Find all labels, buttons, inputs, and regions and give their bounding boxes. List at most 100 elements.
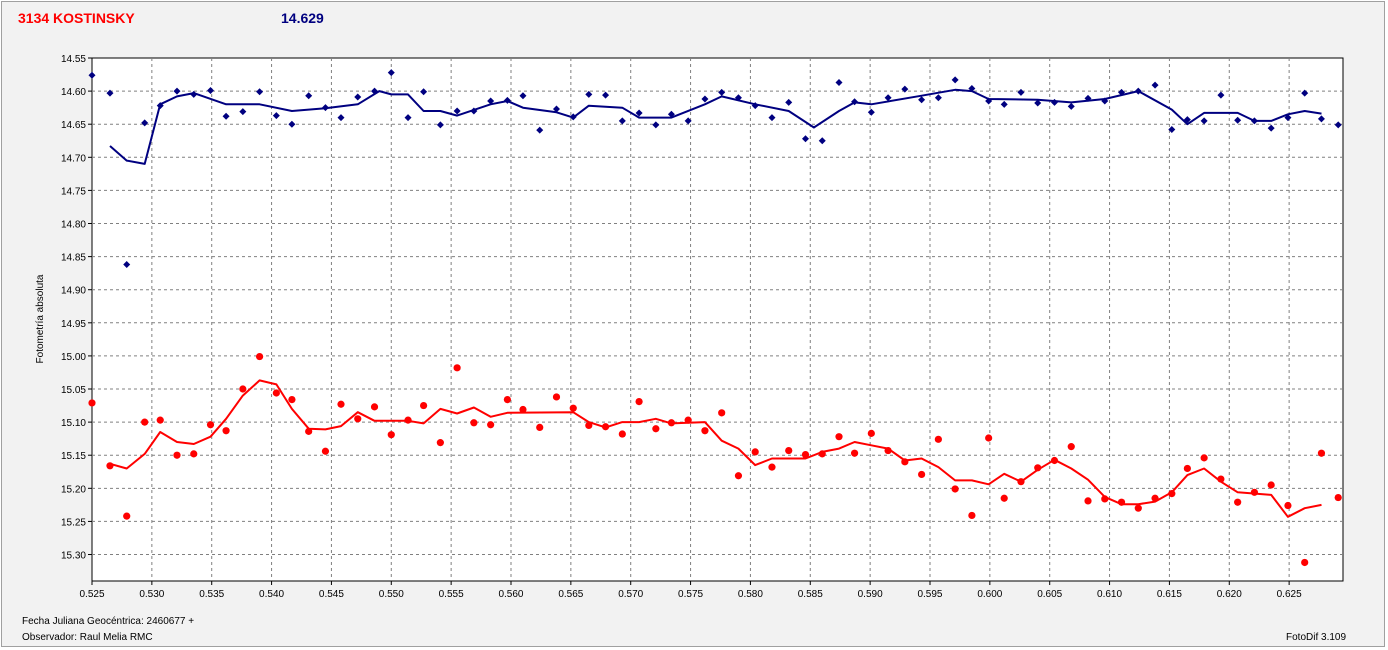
data-point-series-1 xyxy=(207,86,215,94)
x-tick-label: 0.595 xyxy=(917,589,942,600)
data-point-series-2 xyxy=(818,450,826,458)
data-point-series-1 xyxy=(867,108,875,116)
data-point-series-2 xyxy=(968,511,976,520)
x-tick-labels: 0.525 0.530 0.535 0.540 0.545 0.550 0.555 0.560… xyxy=(79,589,1302,600)
data-point-series-1 xyxy=(785,98,793,106)
data-point-series-2 xyxy=(569,404,577,412)
data-point-series-1 xyxy=(470,107,478,115)
data-point-series-2 xyxy=(884,446,892,455)
data-point-series-1 xyxy=(272,112,280,120)
data-point-series-2 xyxy=(88,399,96,407)
y-tick-label: 14.60 xyxy=(61,87,86,98)
x-tick-label: 0.560 xyxy=(498,589,523,600)
data-point-series-1 xyxy=(387,69,395,77)
data-point-series-2 xyxy=(801,450,810,459)
data-point-series-1 xyxy=(141,119,149,127)
x-tick-label: 0.610 xyxy=(1097,589,1122,600)
data-point-series-2 xyxy=(1101,495,1109,503)
y-tick-labels: 14.55 14.60 14.65 14.70 14.75 14.80 14.85 14.90… xyxy=(61,54,86,562)
data-point-series-1 xyxy=(618,117,626,125)
data-point-series-2 xyxy=(1200,454,1208,462)
data-point-series-1 xyxy=(337,114,345,122)
y-tick-label: 14.70 xyxy=(61,153,86,164)
data-point-series-2 xyxy=(601,423,610,431)
data-point-series-1 xyxy=(552,105,560,113)
observer-label: Observador: Raul Melia RMC xyxy=(22,632,153,643)
data-point-series-1 xyxy=(667,110,675,118)
data-point-series-1 xyxy=(453,107,461,115)
data-point-series-2 xyxy=(835,433,843,441)
data-point-series-2 xyxy=(1217,475,1225,483)
data-point-series-2 xyxy=(222,427,230,435)
data-point-series-2 xyxy=(337,400,345,408)
data-point-series-1 xyxy=(1250,117,1258,125)
plot-area xyxy=(91,57,1344,582)
data-point-series-1 xyxy=(1017,88,1025,96)
y-tick-label: 15.30 xyxy=(61,551,86,562)
data-point-series-2 xyxy=(1050,456,1059,465)
data-point-series-1 xyxy=(1267,124,1275,132)
julian-date-label: Fecha Juliana Geocéntrica: 2460677 + xyxy=(22,616,195,627)
data-point-series-2 xyxy=(1067,443,1075,451)
data-point-series-1 xyxy=(1284,114,1292,122)
x-tick-label: 0.625 xyxy=(1277,589,1302,600)
data-point-series-2 xyxy=(288,396,296,404)
y-tick-label: 15.10 xyxy=(61,418,86,429)
data-point-series-1 xyxy=(652,121,660,129)
y-tick-label: 14.90 xyxy=(61,286,86,297)
data-point-series-1 xyxy=(123,261,131,269)
data-point-series-1 xyxy=(487,97,495,105)
data-point-series-1 xyxy=(1200,117,1208,125)
y-tick-label: 14.80 xyxy=(61,220,86,231)
data-point-series-2 xyxy=(901,458,909,466)
data-point-series-2 xyxy=(436,439,444,447)
x-tick-label: 0.535 xyxy=(199,589,224,600)
data-point-series-1 xyxy=(1034,99,1042,107)
x-tick-label: 0.615 xyxy=(1157,589,1182,600)
data-point-series-1 xyxy=(768,114,776,122)
data-point-series-1 xyxy=(835,78,843,86)
data-point-series-2 xyxy=(701,427,709,435)
data-point-series-2 xyxy=(1301,558,1309,567)
data-point-series-2 xyxy=(272,389,280,397)
data-point-series-2 xyxy=(850,449,859,457)
y-tick-label: 14.95 xyxy=(61,319,86,330)
data-point-series-1 xyxy=(951,76,959,84)
data-point-series-1 xyxy=(968,84,976,92)
data-point-series-1 xyxy=(1334,121,1342,129)
x-tick-label: 0.620 xyxy=(1217,589,1242,600)
data-point-series-2 xyxy=(667,419,676,427)
data-point-series-2 xyxy=(1183,464,1191,473)
data-point-series-2 xyxy=(1284,501,1292,510)
data-point-series-2 xyxy=(985,434,993,442)
data-point-series-1 xyxy=(1217,91,1225,99)
data-point-series-1 xyxy=(934,94,942,102)
y-tick-label: 15.00 xyxy=(61,352,86,363)
data-point-series-2 xyxy=(718,409,726,417)
x-tick-label: 0.600 xyxy=(977,589,1002,600)
y-tick-label: 14.85 xyxy=(61,253,86,264)
data-point-series-2 xyxy=(635,397,643,406)
data-point-series-2 xyxy=(387,431,395,439)
data-point-series-2 xyxy=(1317,449,1326,457)
data-point-series-1 xyxy=(751,102,759,110)
data-point-series-2 xyxy=(585,421,593,430)
data-points xyxy=(88,69,1342,567)
data-point-series-1 xyxy=(190,90,198,98)
data-point-series-1 xyxy=(1168,125,1176,133)
data-point-series-2 xyxy=(618,430,626,438)
data-point-series-2 xyxy=(255,352,264,361)
y-tick-label: 14.75 xyxy=(61,186,86,197)
data-point-series-1 xyxy=(801,135,809,143)
data-point-series-2 xyxy=(321,447,330,455)
data-point-series-2 xyxy=(305,427,313,435)
data-point-series-1 xyxy=(354,93,362,101)
data-point-series-1 xyxy=(239,108,247,116)
star-title: 3134 KOSTINSKY xyxy=(18,10,135,26)
data-point-series-2 xyxy=(370,403,379,411)
y-tick-label: 15.15 xyxy=(61,451,86,462)
x-tick-label: 0.525 xyxy=(79,589,104,600)
data-point-series-2 xyxy=(354,415,362,423)
x-tick-label: 0.585 xyxy=(798,589,823,600)
data-point-series-2 xyxy=(190,450,198,458)
